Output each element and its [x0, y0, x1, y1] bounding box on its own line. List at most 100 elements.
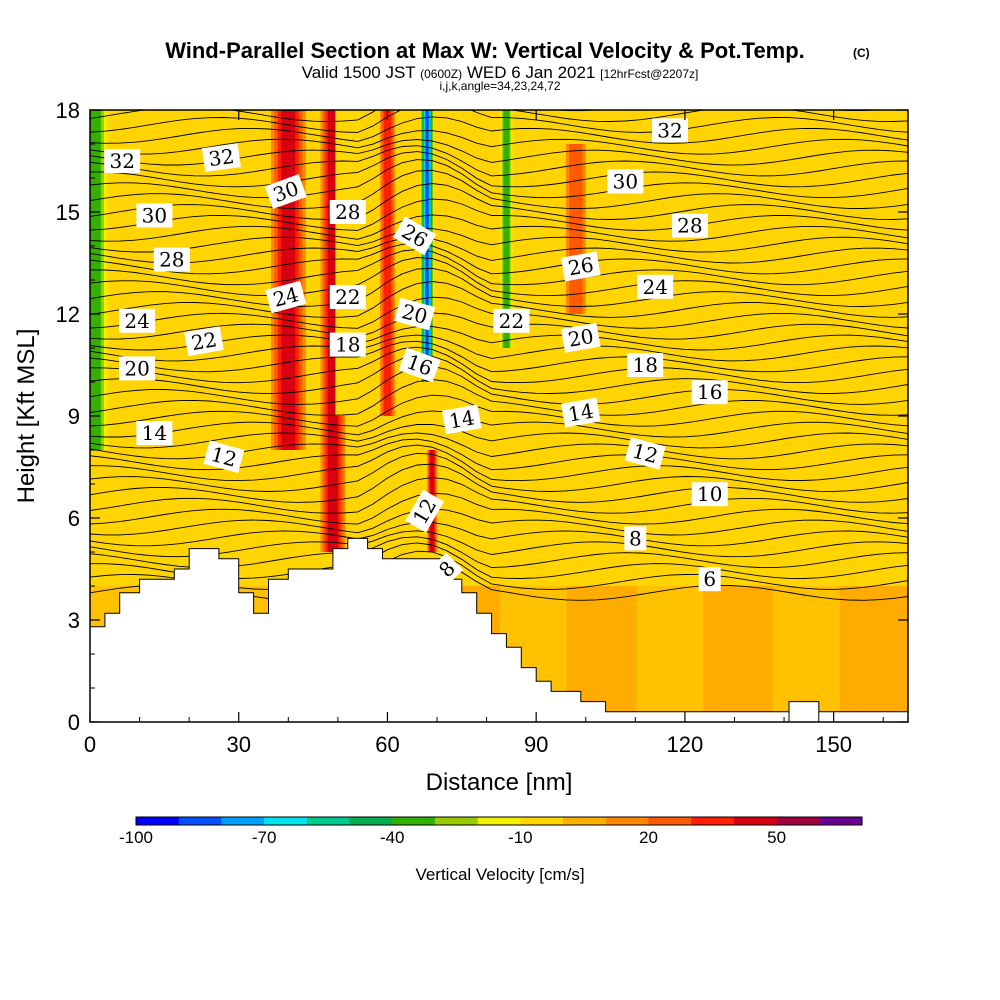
contour-label-bg	[607, 169, 644, 194]
contour-label: 32	[652, 118, 688, 143]
velocity-band	[703, 586, 773, 722]
terrain	[90, 537, 908, 722]
contour-label-text: 32	[657, 118, 682, 142]
isotherm-line	[90, 340, 908, 373]
colorbar-swatch	[520, 817, 564, 825]
contour-label: 22	[329, 285, 366, 309]
isotherm-line	[90, 130, 908, 155]
contour-label-bg	[329, 200, 366, 224]
contour-label-bg	[627, 353, 664, 377]
contour-label-text: 26	[566, 252, 595, 280]
contour-label-text: 16	[697, 380, 722, 404]
contour-label-bg	[398, 347, 441, 383]
isotherm-line	[90, 169, 908, 210]
contour-label-bg	[203, 440, 245, 474]
subtitle-date: WED 6 Jan 2021	[467, 63, 596, 82]
contour-label-text: 28	[159, 248, 184, 272]
contour-label-bg	[652, 118, 688, 143]
contour-label: 30	[136, 203, 173, 228]
contour-label-bg	[393, 216, 437, 256]
contour-label-bg	[329, 332, 366, 357]
contour-label: 18	[627, 353, 664, 377]
chart-subtitle-2: i,j,k,angle=34,23,24,72	[439, 79, 560, 93]
colorbar-tick-label: -10	[508, 828, 533, 847]
y-tick-label: 18	[56, 98, 80, 123]
isotherm-line	[90, 334, 908, 362]
colorbar-swatch	[349, 817, 393, 825]
contour-label: 12	[624, 437, 666, 470]
colorbar-swatch	[221, 817, 265, 825]
x-axis-label: Distance [nm]	[426, 769, 573, 796]
isotherm-line	[90, 410, 908, 438]
velocity-band	[839, 586, 908, 722]
contour-label-bg	[136, 203, 173, 228]
contour-label-bg	[201, 143, 241, 172]
contour-label-bg	[624, 526, 647, 551]
subtitle-forecast: [12hrFcst@2207z]	[600, 67, 698, 81]
x-tick-label: 60	[375, 732, 399, 757]
contour-label-bg	[104, 149, 141, 173]
colorbar-swatch	[691, 817, 735, 825]
x-tick-label: 90	[524, 732, 548, 757]
isotherm-line	[90, 326, 908, 351]
x-tick-label: 30	[226, 732, 250, 757]
contour-label-text: 30	[142, 203, 167, 227]
isotherm-line	[90, 281, 908, 318]
velocity-band	[635, 586, 705, 722]
contour-label: 16	[691, 380, 728, 405]
isotherm-line	[90, 145, 908, 177]
y-axis-label: Height [Kft MSL]	[13, 329, 40, 504]
isotherm-line	[90, 477, 908, 514]
contour-label-bg	[560, 322, 601, 353]
contour-label-text: 32	[109, 149, 134, 173]
colorbar: -100 -70 -40 -10 20 50	[119, 816, 863, 847]
isotherm-line	[90, 521, 908, 547]
colorbar-label: Vertical Velocity [cm/s]	[415, 865, 584, 884]
contour-label: 22	[493, 308, 530, 333]
contour-label-bg	[493, 308, 530, 333]
contour-label-text: 22	[499, 309, 524, 333]
colorbar-swatch	[648, 817, 692, 825]
contour-label-text: 24	[124, 309, 149, 333]
colorbar-swatch	[306, 817, 351, 825]
contour-label-bg	[136, 421, 173, 445]
isotherm-line	[90, 423, 908, 449]
contour-label-text: 28	[335, 200, 360, 224]
isotherm-line	[90, 463, 908, 503]
contour-label-text: 32	[207, 144, 236, 171]
colorbar-tick-label: -70	[252, 828, 277, 847]
colorbar-swatch	[136, 817, 180, 825]
velocity-feature	[90, 110, 101, 450]
isotherm-line	[90, 214, 908, 242]
plot-area	[90, 110, 908, 722]
y-tick-label: 9	[68, 404, 80, 429]
contour-label: 10	[691, 482, 728, 507]
isotherm-line	[90, 508, 908, 536]
isotherm-line	[90, 346, 908, 384]
colorbar-swatch	[477, 817, 521, 825]
isotherm-line	[90, 243, 908, 275]
contour-label-text: 20	[566, 324, 595, 352]
y-tick-label: 12	[56, 302, 80, 327]
contour-label: 26	[560, 251, 601, 282]
contour-label-text: 14	[566, 399, 595, 427]
isotherm-line	[90, 248, 908, 286]
contour-label: 14	[441, 404, 482, 435]
isotherm-line	[90, 365, 908, 405]
contour-label: 24	[119, 308, 156, 333]
isotherm-line	[90, 257, 908, 297]
contour-label: 28	[671, 213, 708, 238]
y-tick-label: 3	[68, 608, 80, 633]
contour-label-bg	[698, 567, 721, 592]
contour-label-text: 6	[703, 567, 716, 591]
contour-label-bg	[430, 552, 464, 586]
contour-label: 14	[136, 421, 173, 445]
isotherm-line	[90, 159, 908, 199]
contour-label-bg	[671, 213, 708, 238]
contour-label-bg	[329, 285, 366, 309]
isotherm-line	[90, 228, 908, 253]
chart-title-mark: (C)	[853, 46, 870, 60]
colorbar-swatch	[392, 817, 436, 825]
colorbar-swatch	[776, 817, 820, 825]
